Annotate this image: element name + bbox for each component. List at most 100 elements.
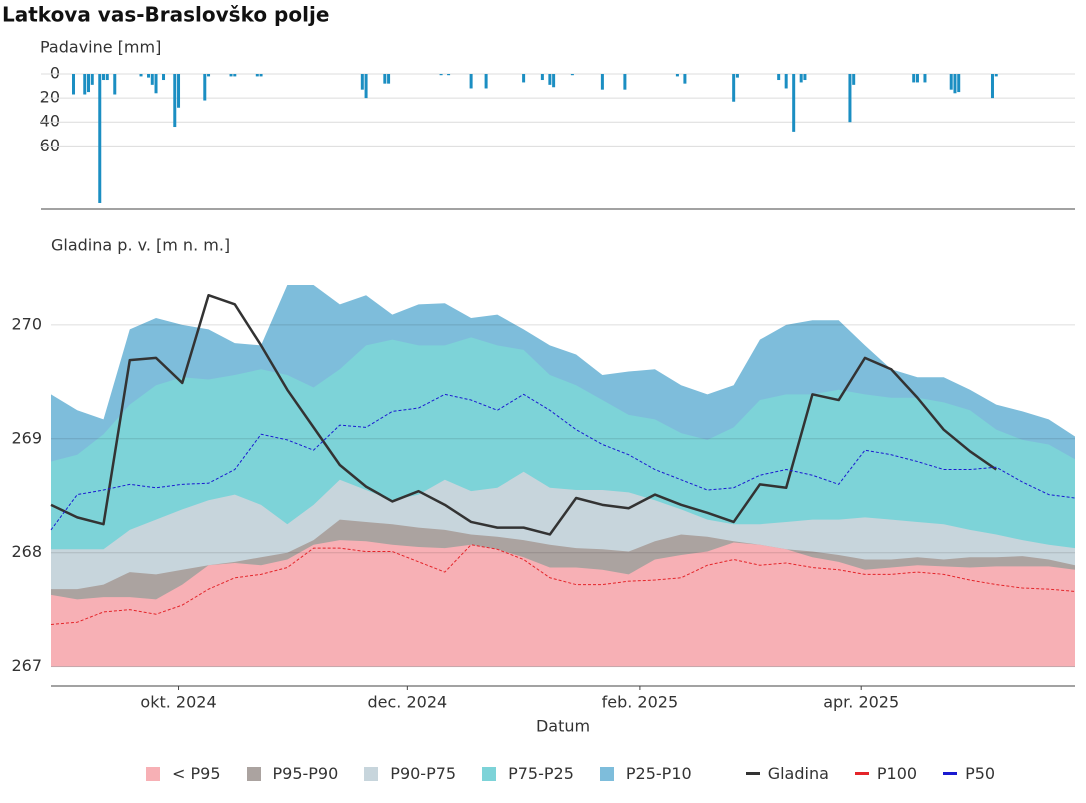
y-tick-label: 267 [11, 656, 42, 675]
precip-bar [207, 74, 211, 77]
legend-label: P100 [876, 764, 918, 783]
precip-bar [177, 74, 181, 108]
precip-bar [113, 74, 117, 95]
level-line [50, 293, 997, 536]
precip-bar [162, 74, 166, 81]
precip-bar [229, 74, 233, 77]
legend: < P95 P95-P90 P90-P75 P75-P25 P25-P10 Gladina… [146, 764, 1021, 783]
precip-bar [387, 74, 391, 84]
y-tick-label: 268 [11, 542, 42, 561]
x-tick-label: feb. 2025 [602, 693, 679, 712]
precip-bar [548, 74, 552, 85]
y-axis-title: Gladina p. v. [m n. m.] [51, 236, 230, 255]
precip-bar [255, 74, 259, 77]
precip-bar [994, 74, 998, 77]
precip-bar [570, 74, 574, 76]
precip-bar [732, 74, 736, 102]
precip-bar [675, 74, 679, 77]
legend-swatch [482, 766, 497, 781]
band-area [51, 540, 1075, 667]
legend-label: Gladina [767, 764, 829, 783]
precip-bar [383, 74, 387, 84]
precip-bar [147, 74, 151, 78]
legend-label: P95-P90 [272, 764, 339, 783]
precip-bar [364, 74, 368, 99]
chart-title: Latkova vas-Braslovško polje [2, 3, 329, 27]
legend-label: P75-P25 [508, 764, 574, 783]
x-axis-title: Datum [536, 717, 590, 736]
legend-item: P25-P10 [599, 764, 692, 783]
precip-bar [87, 74, 91, 93]
legend-item: P95-P90 [246, 764, 339, 783]
y-axis-title: Padavine [mm] [40, 38, 161, 57]
legend-item: P75-P25 [482, 764, 574, 783]
legend-item: < P95 [146, 764, 221, 783]
percentile-line [50, 544, 1076, 625]
y-tick-label: 0 [50, 64, 60, 83]
precip-bar [912, 74, 916, 83]
x-tick-label: apr. 2025 [823, 693, 899, 712]
y-tick-label: 20 [40, 88, 60, 107]
legend-item: P90-P75 [364, 764, 456, 783]
legend-item: P100 [854, 764, 918, 783]
precip-bar [683, 74, 687, 84]
precip-bar [139, 74, 143, 77]
legend-swatch [146, 766, 160, 781]
y-tick-label: 60 [40, 136, 60, 155]
legend-item: P50 [943, 764, 995, 783]
precip-bar [623, 74, 627, 90]
precip-bar [852, 74, 856, 85]
y-tick-label: 269 [11, 428, 42, 447]
y-tick-label: 270 [11, 314, 42, 333]
legend-swatch [246, 766, 261, 781]
precip-bar [484, 74, 488, 89]
legend-item: Gladina [745, 764, 829, 783]
precip-bar [360, 74, 364, 90]
precip-bar [777, 74, 781, 81]
precip-bar [848, 74, 852, 123]
legend-swatch [364, 766, 379, 781]
precip-bar [522, 74, 526, 83]
x-tick-label: okt. 2024 [140, 693, 216, 712]
precip-bar [552, 74, 556, 88]
x-tick-label: dec. 2024 [367, 693, 447, 712]
precip-bar [540, 74, 544, 81]
legend-swatch [745, 772, 760, 775]
precip-bar [469, 74, 473, 89]
legend-label: P50 [965, 764, 996, 783]
precip-bar [953, 74, 957, 94]
precip-bar [259, 74, 263, 77]
legend-swatch [943, 772, 958, 775]
precip-bar [98, 74, 102, 203]
legend-label: P25-P10 [625, 764, 692, 783]
precip-bar [915, 74, 919, 83]
y-tick-label: 40 [40, 112, 60, 131]
precip-bar [105, 74, 109, 81]
precip-bar [439, 74, 443, 76]
precip-bar [447, 74, 451, 76]
legend-label: < P95 [172, 764, 221, 783]
precip-bar [923, 74, 927, 83]
precip-bar [957, 74, 961, 93]
legend-swatch [854, 772, 869, 775]
legend-label: P90-P75 [390, 764, 457, 783]
precip-bar [72, 74, 76, 95]
precip-bar [150, 74, 154, 85]
precip-bar [784, 74, 788, 89]
precip-bar [154, 74, 158, 94]
precip-bar [803, 74, 807, 81]
precip-bar [792, 74, 796, 132]
precip-bar [83, 74, 87, 95]
percentile-line [50, 393, 1076, 531]
precip-bar [735, 74, 739, 78]
precip-bar [90, 74, 94, 85]
precip-bar [102, 74, 106, 81]
legend-swatch [599, 766, 614, 781]
precip-bar [949, 74, 953, 90]
precip-bar [233, 74, 237, 77]
precip-bar [203, 74, 207, 101]
precip-bar [173, 74, 177, 128]
precip-bar [600, 74, 604, 90]
